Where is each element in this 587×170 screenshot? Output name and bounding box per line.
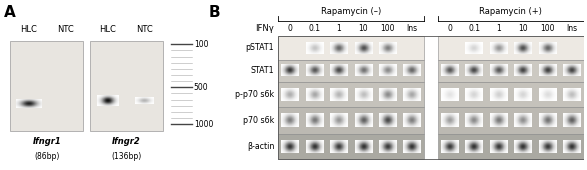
Text: B: B	[208, 5, 220, 20]
Text: A: A	[4, 5, 16, 20]
Bar	[11, 41, 83, 131]
Bar	[278, 36, 587, 159]
Text: Ins: Ins	[566, 24, 578, 33]
Text: 100: 100	[194, 40, 208, 49]
Bar	[278, 60, 424, 82]
Text: Ifngr1: Ifngr1	[32, 137, 61, 146]
Text: p70 s6k: p70 s6k	[243, 116, 274, 125]
Text: 0.1: 0.1	[468, 24, 480, 33]
Text: HLC: HLC	[99, 25, 116, 34]
Text: 100: 100	[540, 24, 555, 33]
Text: 1: 1	[496, 24, 501, 33]
Bar	[90, 41, 163, 131]
Bar	[278, 134, 424, 159]
Text: 10: 10	[518, 24, 528, 33]
Text: 0.1: 0.1	[309, 24, 321, 33]
Text: β-actin: β-actin	[247, 142, 274, 151]
Text: NTC: NTC	[136, 25, 153, 34]
Bar	[437, 36, 584, 60]
Bar	[437, 107, 584, 134]
Text: 1: 1	[336, 24, 341, 33]
Bar	[437, 134, 584, 159]
Bar	[278, 36, 424, 60]
Text: Ifngr2: Ifngr2	[112, 137, 140, 146]
Text: Rapamycin (+): Rapamycin (+)	[480, 7, 542, 16]
Text: STAT1: STAT1	[251, 66, 274, 75]
Text: 10: 10	[359, 24, 368, 33]
Text: (136bp): (136bp)	[111, 152, 141, 161]
Text: 1000: 1000	[194, 120, 213, 129]
Text: p-p70 s6k: p-p70 s6k	[235, 90, 274, 99]
Text: pSTAT1: pSTAT1	[245, 43, 274, 52]
Bar	[278, 107, 424, 134]
Text: Ins: Ins	[407, 24, 418, 33]
Text: 0: 0	[447, 24, 452, 33]
Text: Rapamycin (–): Rapamycin (–)	[321, 7, 382, 16]
Bar	[437, 60, 584, 82]
Bar	[278, 82, 424, 107]
Text: 500: 500	[194, 83, 208, 92]
Text: NTC: NTC	[57, 25, 73, 34]
Text: 100: 100	[380, 24, 395, 33]
Text: HLC: HLC	[20, 25, 37, 34]
Text: (86bp): (86bp)	[34, 152, 59, 161]
Text: 0: 0	[288, 24, 292, 33]
Text: IFNγ: IFNγ	[255, 24, 274, 33]
Bar	[437, 82, 584, 107]
